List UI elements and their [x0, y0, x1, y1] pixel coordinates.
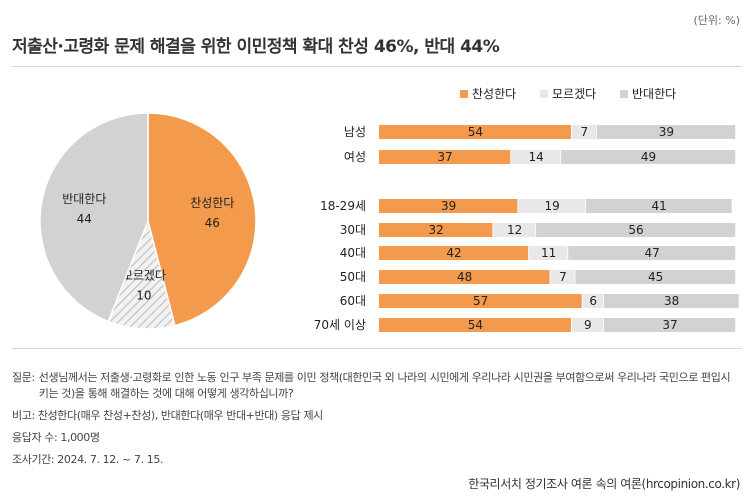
bar-value-여성-찬성한다: 37 — [437, 150, 452, 164]
bar-segment-50대-찬성한다 — [379, 270, 550, 284]
bar-value-18-29세-찬성한다: 39 — [441, 199, 456, 213]
source-footer: 한국리서치 정기조사 여론 속의 여론(hrcopinion.co.kr) — [468, 477, 740, 491]
unit-label: (단위: %) — [693, 14, 740, 27]
category-label-70세-이상: 70세 이상 — [314, 318, 366, 332]
legend-swatch-찬성한다 — [460, 90, 468, 98]
legend-label-모르겠다: 모르겠다 — [552, 87, 596, 101]
bar-segment-남성-반대한다 — [596, 125, 736, 139]
pie-label-반대한다: 반대한다 — [62, 192, 106, 206]
bar-value-40대-찬성한다: 42 — [446, 246, 461, 260]
bar-segment-40대-반대한다 — [568, 246, 736, 260]
bar-value-여성-반대한다: 49 — [641, 150, 656, 164]
bar-value-남성-반대한다: 39 — [659, 125, 674, 139]
bar-segment-18-29세-모르겠다 — [518, 199, 586, 213]
bar-segment-30대-찬성한다 — [379, 223, 493, 237]
notes: 질문: 선생님께서는 저출생·고령화로 인한 노동 인구 부족 문제를 이민 정… — [12, 370, 732, 468]
bar-value-50대-모르겠다: 7 — [559, 270, 567, 284]
bar-value-70세-이상-모르겠다: 9 — [584, 318, 592, 332]
bar-segment-60대-찬성한다 — [379, 294, 582, 308]
bar-segment-70세-이상-반대한다 — [603, 318, 736, 332]
legend-label-찬성한다: 찬성한다 — [472, 86, 516, 101]
bar-segment-18-29세-반대한다 — [586, 199, 732, 213]
bar-value-남성-모르겠다: 7 — [580, 125, 588, 139]
bar-segment-30대-반대한다 — [536, 223, 736, 237]
pie-label-모르겠다: 모르겠다 — [122, 269, 166, 283]
bar-value-60대-반대한다: 38 — [664, 294, 679, 308]
pie-value-모르겠다: 10 — [136, 289, 151, 303]
bar-value-18-29세-반대한다: 41 — [652, 199, 667, 213]
bar-segment-60대-반대한다 — [603, 294, 739, 308]
bar-value-30대-찬성한다: 32 — [428, 223, 443, 237]
bar-segment-남성-찬성한다 — [379, 125, 571, 139]
bar-segment-70세-이상-찬성한다 — [379, 318, 571, 332]
legend-swatch-모르겠다 — [540, 90, 548, 98]
pie-label-찬성한다: 찬성한다 — [190, 195, 234, 210]
question: 질문: 선생님께서는 저출생·고령화로 인한 노동 인구 부족 문제를 이민 정… — [12, 370, 732, 402]
pie-value-반대한다: 44 — [77, 212, 92, 226]
bar-value-50대-찬성한다: 48 — [457, 270, 472, 284]
bar-segment-여성-모르겠다 — [511, 150, 561, 164]
question-text: 선생님께서는 저출생·고령화로 인한 노동 인구 부족 문제를 이민 정책(대한… — [38, 371, 731, 400]
bar-value-70세-이상-반대한다: 37 — [662, 318, 677, 332]
bar-value-40대-모르겠다: 11 — [541, 246, 556, 260]
pie-value-찬성한다: 46 — [205, 216, 220, 230]
bar-segment-50대-반대한다 — [575, 270, 736, 284]
pie-slice-찬성한다 — [147, 112, 257, 327]
category-label-남성: 남성 — [344, 125, 366, 139]
survey-period: 조사기간: 2024. 7. 12. ~ 7. 15. — [12, 453, 164, 466]
bar-segment-40대-모르겠다 — [528, 246, 568, 260]
legend-swatch-반대한다 — [620, 90, 628, 98]
legend-label-반대한다: 반대한다 — [632, 87, 676, 101]
category-label-50대: 50대 — [340, 270, 366, 284]
bar-segment-18-29세-찬성한다 — [379, 199, 518, 213]
notes-divider — [12, 348, 742, 349]
bar-value-18-29세-모르겠다: 19 — [544, 199, 559, 213]
bar-value-30대-모르겠다: 12 — [507, 223, 522, 237]
pie-slice-반대한다 — [39, 112, 149, 323]
category-label-60대: 60대 — [340, 294, 366, 308]
bar-segment-50대-모르겠다 — [550, 270, 575, 284]
bar-value-60대-모르겠다: 6 — [589, 294, 597, 308]
bar-value-70세-이상-찬성한다: 54 — [468, 318, 483, 332]
category-label-40대: 40대 — [340, 246, 366, 260]
bar-value-여성-모르겠다: 14 — [528, 150, 543, 164]
pie-chart: 찬성한다 46 모르겠다 10 반대한다 44 — [39, 112, 257, 330]
bar-value-남성-찬성한다: 54 — [468, 125, 483, 139]
bar-segment-60대-모르겠다 — [582, 294, 604, 308]
bar-value-50대-반대한다: 45 — [648, 270, 663, 284]
bar-segment-70세-이상-모르겠다 — [571, 318, 604, 332]
top-divider — [12, 66, 742, 67]
bar-segment-남성-모르겠다 — [571, 125, 596, 139]
bar-value-40대-반대한다: 47 — [644, 246, 659, 260]
bar-value-30대-반대한다: 56 — [628, 223, 643, 237]
respondents: 응답자 수: 1,000명 — [12, 431, 100, 444]
bar-value-60대-찬성한다: 57 — [473, 294, 488, 308]
bar-segment-여성-찬성한다 — [379, 150, 511, 164]
bar-segment-여성-반대한다 — [561, 150, 736, 164]
question-label: 질문: — [12, 371, 35, 384]
page-title: 저출산·고령화 문제 해결을 위한 이민정책 확대 찬성 46%, 반대 44% — [12, 37, 500, 57]
bar-segment-40대-찬성한다 — [379, 246, 529, 260]
category-label-30대: 30대 — [340, 223, 366, 237]
category-label-18-29세: 18-29세 — [320, 199, 366, 213]
category-label-여성: 여성 — [344, 150, 366, 164]
bar-segment-30대-모르겠다 — [493, 223, 536, 237]
remark: 비고: 찬성한다(매우 찬성+찬성), 반대한다(매우 반대+반대) 응답 제시 — [12, 409, 323, 422]
